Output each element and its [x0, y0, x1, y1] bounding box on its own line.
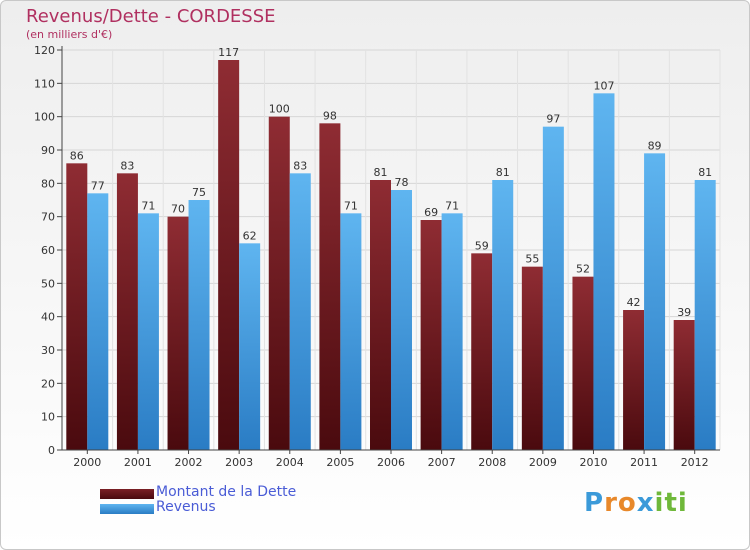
bar-revenus: [542, 126, 564, 451]
logo-letter: i: [677, 488, 688, 518]
data-label: 97: [546, 113, 560, 126]
data-label: 89: [648, 139, 662, 152]
data-label: 81: [374, 166, 388, 179]
bar-dette: [218, 60, 240, 450]
x-tick-label: 2004: [276, 456, 304, 469]
x-tick-label: 2006: [377, 456, 405, 469]
y-tick-label: 80: [41, 177, 55, 190]
bar-dette: [116, 173, 138, 451]
x-tick-label: 2007: [428, 456, 456, 469]
y-tick-label: 50: [41, 277, 55, 290]
x-tick-label: 2003: [225, 456, 253, 469]
y-tick-label: 40: [41, 311, 55, 324]
bar-dette: [673, 320, 695, 450]
data-label: 69: [424, 206, 438, 219]
data-label: 98: [323, 109, 337, 122]
data-label: 107: [593, 79, 614, 92]
y-tick-label: 120: [34, 44, 55, 57]
bar-dette: [370, 180, 391, 450]
data-label: 39: [677, 306, 691, 319]
legend-label-dette: Montant de la Dette: [156, 484, 297, 500]
data-label: 52: [576, 263, 590, 276]
legend-swatch-revenus: [100, 504, 154, 514]
x-tick-label: 2005: [326, 456, 354, 469]
x-tick-label: 2012: [681, 456, 709, 469]
legend-label-revenus: Revenus: [156, 499, 216, 515]
x-tick-label: 2009: [529, 456, 557, 469]
x-tick-label: 2010: [579, 456, 607, 469]
data-label: 59: [475, 239, 489, 252]
logo-letter: x: [636, 488, 655, 518]
data-label: 81: [496, 166, 510, 179]
bar-revenus: [188, 200, 210, 450]
x-tick-label: 2001: [124, 456, 152, 469]
y-tick-label: 110: [34, 77, 55, 90]
bar-revenus: [239, 243, 261, 450]
bar-dette: [471, 253, 493, 450]
bar-dette: [319, 123, 341, 450]
chart-subtitle: (en milliers d'€): [26, 28, 113, 41]
data-label: 86: [70, 149, 84, 162]
data-label: 70: [171, 203, 185, 216]
bar-revenus: [441, 213, 463, 450]
data-label: 71: [141, 199, 155, 212]
bar-dette: [572, 276, 594, 450]
bar-revenus: [391, 190, 412, 450]
x-tick-label: 2000: [73, 456, 101, 469]
bar-revenus: [593, 93, 615, 450]
data-label: 62: [243, 229, 257, 242]
bar-revenus: [492, 180, 514, 450]
data-label: 83: [293, 159, 307, 172]
logo-letter: P: [584, 488, 605, 518]
data-labels: 86 77 83 71 70 75 117 62 100 83 98 71 81 78 69 71 59 81 55…: [70, 46, 712, 319]
bar-dette: [167, 216, 189, 450]
y-tick-label: 100: [34, 111, 55, 124]
data-label: 55: [525, 253, 539, 266]
bars: [66, 60, 716, 451]
y-tick-label: 60: [41, 244, 55, 257]
data-label: 75: [192, 186, 206, 199]
data-label: 83: [120, 159, 134, 172]
logo-letter: r: [604, 488, 618, 518]
proxiti-logo: Proxiti: [584, 488, 688, 518]
data-label: 78: [395, 176, 409, 189]
bar-dette: [623, 310, 645, 450]
data-label: 100: [269, 103, 290, 116]
data-label: 71: [445, 199, 459, 212]
y-tick-label: 10: [41, 411, 55, 424]
data-label: 42: [627, 296, 641, 309]
y-tick-label: 0: [48, 444, 55, 457]
legend-swatch-dette: [100, 489, 154, 499]
bar-revenus: [644, 153, 666, 451]
bar-revenus: [87, 193, 109, 451]
y-tick-label: 30: [41, 344, 55, 357]
data-label: 77: [91, 179, 105, 192]
data-label: 117: [218, 46, 239, 59]
axes: 0 10 20 30 40 50 60 70 80 90 100 110 120 2000 2001 2002…: [34, 44, 720, 469]
y-tick-label: 90: [41, 144, 55, 157]
data-label: 81: [698, 166, 712, 179]
bar-dette: [66, 163, 88, 451]
bar-dette: [420, 220, 442, 450]
x-tick-label: 2002: [175, 456, 203, 469]
logo-letter: i: [654, 488, 665, 518]
logo-letter: o: [617, 488, 637, 518]
y-tick-label: 20: [41, 377, 55, 390]
logo-letter: t: [664, 488, 678, 518]
bar-revenus: [340, 213, 362, 450]
data-label: 71: [344, 199, 358, 212]
chart-title: Revenus/Dette - CORDESSE: [26, 6, 276, 27]
y-tick-label: 70: [41, 211, 55, 224]
x-tick-label: 2008: [478, 456, 506, 469]
bar-dette: [521, 266, 543, 450]
bar-revenus: [137, 213, 159, 450]
bar-revenus: [694, 180, 716, 450]
bar-dette: [268, 116, 290, 451]
x-tick-label: 2011: [630, 456, 658, 469]
bar-revenus: [289, 173, 311, 451]
